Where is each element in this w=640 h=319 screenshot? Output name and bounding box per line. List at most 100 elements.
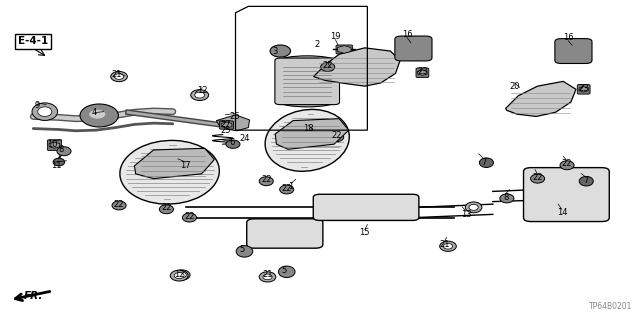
Text: 19: 19 xyxy=(330,32,340,41)
Text: 23: 23 xyxy=(417,67,428,76)
Text: 12: 12 xyxy=(174,271,184,279)
FancyBboxPatch shape xyxy=(314,194,419,220)
Text: 21: 21 xyxy=(111,70,122,79)
FancyBboxPatch shape xyxy=(336,45,353,54)
Ellipse shape xyxy=(270,45,291,57)
Ellipse shape xyxy=(563,57,584,63)
Ellipse shape xyxy=(560,161,574,170)
Ellipse shape xyxy=(479,158,493,167)
Text: 5: 5 xyxy=(239,245,244,254)
Text: 15: 15 xyxy=(360,228,370,237)
Text: 18: 18 xyxy=(303,124,314,133)
Ellipse shape xyxy=(112,201,126,210)
Text: 9: 9 xyxy=(35,101,40,110)
Ellipse shape xyxy=(249,223,260,244)
Text: 20: 20 xyxy=(509,82,520,91)
Text: 7: 7 xyxy=(481,158,486,167)
Ellipse shape xyxy=(531,174,545,183)
Ellipse shape xyxy=(321,63,335,71)
Text: 22: 22 xyxy=(332,131,342,140)
Ellipse shape xyxy=(170,270,188,281)
Ellipse shape xyxy=(80,104,118,127)
Ellipse shape xyxy=(236,246,253,257)
Text: 22: 22 xyxy=(261,175,271,184)
Ellipse shape xyxy=(195,92,205,98)
Text: E-4-1: E-4-1 xyxy=(18,36,48,47)
FancyBboxPatch shape xyxy=(577,85,590,94)
Ellipse shape xyxy=(324,65,331,69)
Text: 8: 8 xyxy=(503,193,508,202)
Ellipse shape xyxy=(403,55,424,61)
Text: 10: 10 xyxy=(47,140,58,149)
Ellipse shape xyxy=(116,204,122,207)
Text: 22: 22 xyxy=(114,200,124,209)
Text: 14: 14 xyxy=(557,208,567,217)
Text: 6: 6 xyxy=(229,138,234,147)
Ellipse shape xyxy=(280,56,334,65)
Ellipse shape xyxy=(469,204,478,210)
Ellipse shape xyxy=(115,74,124,79)
Ellipse shape xyxy=(534,177,541,181)
Text: 21: 21 xyxy=(262,271,273,279)
Ellipse shape xyxy=(563,39,584,45)
Text: 22: 22 xyxy=(562,160,572,168)
Text: 27: 27 xyxy=(220,120,230,129)
Ellipse shape xyxy=(259,177,273,186)
FancyBboxPatch shape xyxy=(275,58,339,105)
Ellipse shape xyxy=(226,140,240,148)
Text: 11: 11 xyxy=(51,161,61,170)
Polygon shape xyxy=(506,81,576,116)
Ellipse shape xyxy=(159,205,173,214)
Text: 25: 25 xyxy=(220,126,230,135)
Text: 13: 13 xyxy=(461,210,471,219)
Ellipse shape xyxy=(500,194,514,203)
Ellipse shape xyxy=(173,270,190,280)
Ellipse shape xyxy=(525,173,537,216)
Ellipse shape xyxy=(283,269,291,274)
Ellipse shape xyxy=(120,140,220,204)
Ellipse shape xyxy=(330,133,344,142)
Text: 22: 22 xyxy=(282,184,292,193)
Ellipse shape xyxy=(333,135,340,139)
Ellipse shape xyxy=(314,198,324,216)
Text: 24: 24 xyxy=(239,134,250,143)
Text: 22: 22 xyxy=(323,61,333,70)
Text: 4: 4 xyxy=(92,108,97,117)
Ellipse shape xyxy=(275,48,286,55)
Text: 21: 21 xyxy=(439,241,449,249)
Ellipse shape xyxy=(280,185,294,194)
Text: 2: 2 xyxy=(314,40,319,48)
Ellipse shape xyxy=(174,273,184,278)
Ellipse shape xyxy=(403,36,424,42)
Ellipse shape xyxy=(579,176,593,186)
Text: FR.: FR. xyxy=(24,291,43,301)
Ellipse shape xyxy=(564,163,570,167)
Polygon shape xyxy=(216,115,250,131)
FancyBboxPatch shape xyxy=(524,168,609,221)
Text: 22: 22 xyxy=(532,173,543,182)
Ellipse shape xyxy=(89,110,105,119)
Ellipse shape xyxy=(177,272,186,278)
Text: 26: 26 xyxy=(229,112,239,121)
Text: 1: 1 xyxy=(289,182,294,191)
Ellipse shape xyxy=(32,103,58,121)
FancyBboxPatch shape xyxy=(247,219,323,248)
Ellipse shape xyxy=(265,109,349,171)
Ellipse shape xyxy=(163,207,170,211)
Polygon shape xyxy=(314,48,400,86)
Ellipse shape xyxy=(278,266,295,278)
Text: 16: 16 xyxy=(563,33,573,42)
Ellipse shape xyxy=(407,198,417,216)
Text: TP64B0201: TP64B0201 xyxy=(589,302,632,311)
Ellipse shape xyxy=(57,147,71,156)
Text: 5: 5 xyxy=(282,266,287,275)
Ellipse shape xyxy=(596,173,607,216)
Ellipse shape xyxy=(310,223,321,244)
Ellipse shape xyxy=(259,272,276,282)
Text: 22: 22 xyxy=(184,212,195,221)
Ellipse shape xyxy=(191,90,209,100)
Ellipse shape xyxy=(38,107,52,116)
FancyBboxPatch shape xyxy=(555,39,592,63)
Ellipse shape xyxy=(440,241,456,251)
Polygon shape xyxy=(134,148,214,179)
